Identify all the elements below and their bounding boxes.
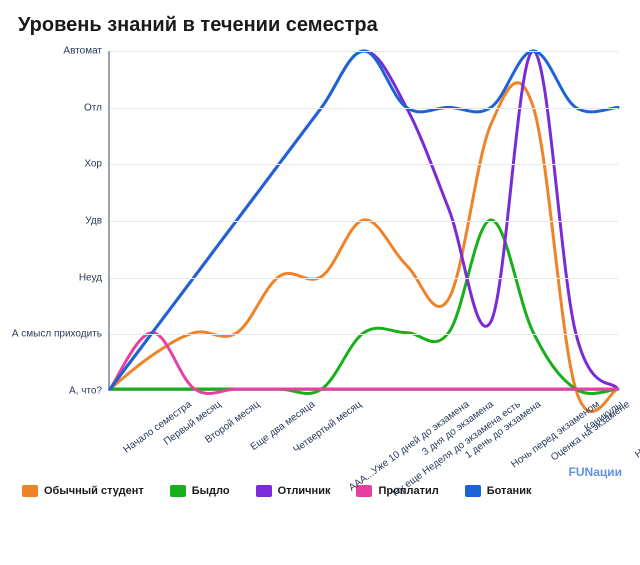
chart-area: FUNации А, что?А смысл приходитьНеудУдвХ…	[10, 45, 630, 475]
legend-swatch	[465, 485, 481, 497]
series-line	[110, 83, 618, 412]
series-line	[110, 333, 618, 394]
legend-item: Ботаник	[465, 485, 532, 497]
legend-item: Отличник	[256, 485, 331, 497]
legend-label: Отличник	[278, 485, 331, 497]
legend-swatch	[170, 485, 186, 497]
series-line	[110, 220, 618, 394]
legend-label: Ботаник	[487, 485, 532, 497]
legend: Обычный студентБыдлоОтличникПроплатилБот…	[10, 479, 630, 501]
legend-item: Обычный студент	[22, 485, 144, 497]
plot-area	[108, 51, 618, 391]
y-axis-label: Удв	[10, 216, 102, 227]
gridline-h	[110, 164, 618, 165]
legend-label: Обычный студент	[44, 485, 144, 497]
chart-svg	[110, 51, 618, 389]
gridline-h	[110, 334, 618, 335]
y-axis-label: А, что?	[10, 386, 102, 397]
gridline-h	[110, 221, 618, 222]
y-axis-label: Хор	[10, 159, 102, 170]
legend-swatch	[22, 485, 38, 497]
gridline-h	[110, 278, 618, 279]
watermark: FUNации	[569, 465, 622, 479]
legend-label: Быдло	[192, 485, 230, 497]
y-axis-label: Отл	[10, 102, 102, 113]
chart-title: Уровень знаний в течении семестра	[18, 14, 630, 37]
legend-item: Быдло	[170, 485, 230, 497]
gridline-h	[110, 108, 618, 109]
legend-swatch	[256, 485, 272, 497]
gridline-h	[110, 51, 618, 52]
x-axis-label: Начало семестра...	[633, 399, 640, 461]
y-axis-label: А смысл приходить	[10, 329, 102, 340]
y-axis-label: Неуд	[10, 272, 102, 283]
y-axis-label: Автомат	[10, 46, 102, 57]
